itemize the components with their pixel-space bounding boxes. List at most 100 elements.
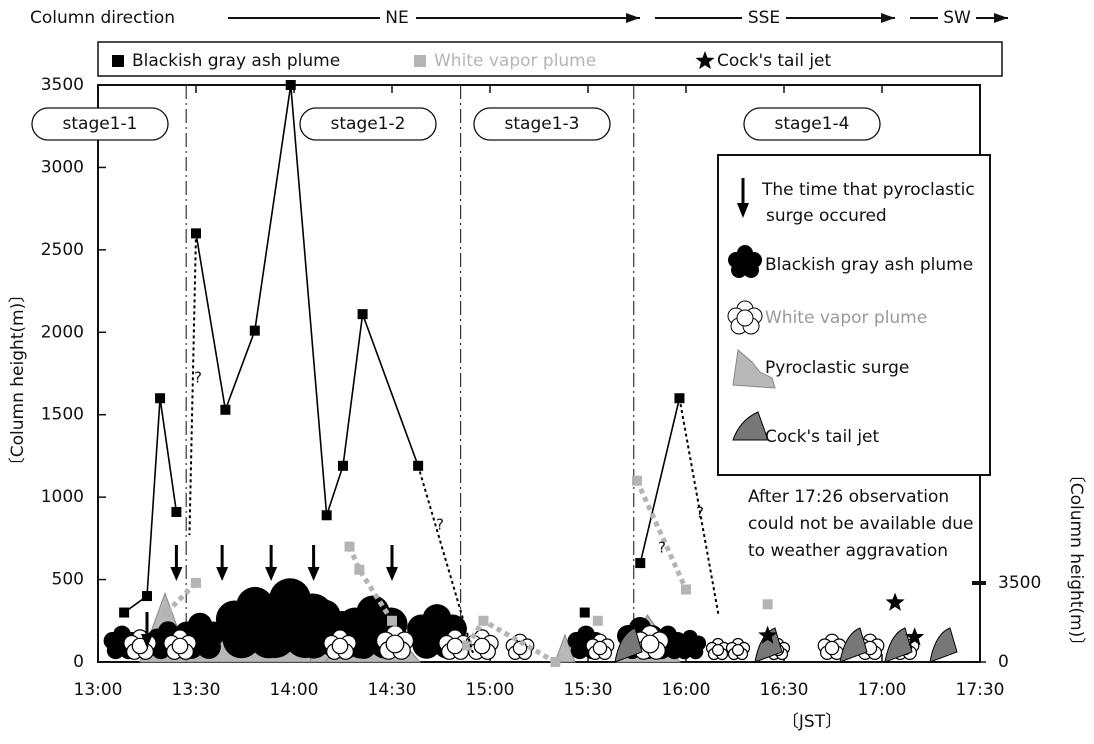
stage-label: stage1-3 <box>505 114 580 134</box>
x-tick-label: 15:30 <box>564 680 613 700</box>
question-mark: ? <box>696 504 704 522</box>
question-mark: ? <box>658 539 666 557</box>
surge-arrow-head <box>308 567 320 581</box>
point <box>354 565 364 575</box>
point <box>550 657 560 667</box>
y-tick-label: 0 <box>73 652 84 672</box>
legend-icon <box>737 254 753 270</box>
legend-box-label: The time that pyroclastic <box>761 180 975 200</box>
stage-label: stage1-2 <box>331 114 406 134</box>
x-tick-label: 13:30 <box>172 680 221 700</box>
direction: SSE <box>748 8 780 28</box>
point <box>119 608 129 618</box>
point <box>478 616 488 626</box>
y-tick-label: 2000 <box>41 322 84 342</box>
y2-tick-label: 3500 <box>998 573 1041 593</box>
y-tick-label: 1500 <box>41 405 84 425</box>
point <box>286 80 296 90</box>
legend-box-label: Cock's tail jet <box>765 427 880 447</box>
header-label: Column direction <box>30 8 175 28</box>
vapor-plume-icon <box>641 635 659 653</box>
question-mark: ? <box>436 516 444 534</box>
surge-arrow-head <box>216 567 228 581</box>
point <box>763 599 773 609</box>
point <box>345 542 355 552</box>
vapor-plume-icon <box>713 645 724 656</box>
arrow-head <box>626 13 640 23</box>
chart: Column direction NE SSE SW 〔Column heigh… <box>0 0 1094 740</box>
legend-box-label: White vapor plume <box>765 308 927 328</box>
legend-box-label: surge occured <box>766 206 887 226</box>
x-axis-label: 〔JST〕 <box>782 712 842 732</box>
point <box>142 591 152 601</box>
legend-box-label: Pyroclastic surge <box>765 358 909 378</box>
vapor-plume-icon <box>172 638 187 653</box>
point <box>191 578 201 588</box>
vapor-plume-icon <box>825 641 838 654</box>
point <box>886 593 905 611</box>
point <box>171 507 181 517</box>
ash-plume-icon <box>236 607 273 644</box>
direction: NE <box>385 8 408 28</box>
point <box>155 393 165 403</box>
point <box>358 309 368 319</box>
legend-label: Blackish gray ash plume <box>132 51 340 71</box>
legend-marker <box>414 55 426 67</box>
series-line <box>124 398 176 612</box>
vapor-plume-icon <box>593 641 606 654</box>
point <box>632 476 642 486</box>
point <box>250 326 260 336</box>
point <box>162 608 172 618</box>
x-tick-label: 14:00 <box>270 680 319 700</box>
stage-label: stage1-1 <box>63 114 138 134</box>
y-tick-label: 1000 <box>41 487 84 507</box>
direction: SW <box>943 8 971 28</box>
arrow-head <box>994 13 1008 23</box>
point <box>580 608 590 618</box>
point <box>220 405 230 415</box>
legend-label: Cock's tail jet <box>717 51 832 71</box>
point <box>387 616 397 626</box>
x-tick-label: 16:00 <box>662 680 711 700</box>
ash-plume-icon <box>682 638 697 653</box>
y-tick-label: 3000 <box>41 157 84 177</box>
point <box>681 584 691 594</box>
x-tick-label: 13:00 <box>74 680 123 700</box>
point <box>338 461 348 471</box>
x-tick-label: 17:30 <box>956 680 1005 700</box>
x-tick-label: 14:30 <box>368 680 417 700</box>
legend-label: White vapor plume <box>434 51 596 71</box>
y-axis-label: 〔Column height(m)〕 <box>8 286 28 475</box>
stage-label: stage1-4 <box>775 114 850 134</box>
surge-arrow-head <box>170 567 182 581</box>
series-line <box>196 85 418 515</box>
vapor-plume-icon <box>733 645 744 656</box>
y-tick-label: 3500 <box>41 75 84 95</box>
vapor-plume-icon <box>332 638 347 653</box>
annotation: could not be available due <box>748 514 974 534</box>
y-tick-label: 2500 <box>41 240 84 260</box>
surge-arrow-head <box>386 567 398 581</box>
vapor-plume-icon <box>447 638 462 653</box>
x-tick-label: 17:00 <box>858 680 907 700</box>
y2-tick-label: 0 <box>998 652 1009 672</box>
legend-marker <box>112 55 124 67</box>
legend-icon <box>737 310 753 326</box>
y2-axis-label: 〔Column height(m)〕 <box>1066 466 1086 655</box>
vapor-plume-icon <box>474 638 489 653</box>
point <box>593 616 603 626</box>
x-tick-label: 16:30 <box>760 680 809 700</box>
point <box>635 558 645 568</box>
vapor-plume-icon <box>386 635 404 653</box>
point <box>322 510 332 520</box>
annotation: After 17:26 observation <box>748 487 949 507</box>
question-mark: ? <box>194 369 202 387</box>
arrow-head <box>881 13 895 23</box>
surge-arrow-head <box>265 567 277 581</box>
series-line <box>637 481 686 590</box>
legend-box-label: Blackish gray ash plume <box>765 255 973 275</box>
y-tick-label: 500 <box>52 570 84 590</box>
annotation: to weather aggravation <box>748 541 948 561</box>
x-tick-label: 15:00 <box>466 680 515 700</box>
jet-icon <box>930 628 957 662</box>
